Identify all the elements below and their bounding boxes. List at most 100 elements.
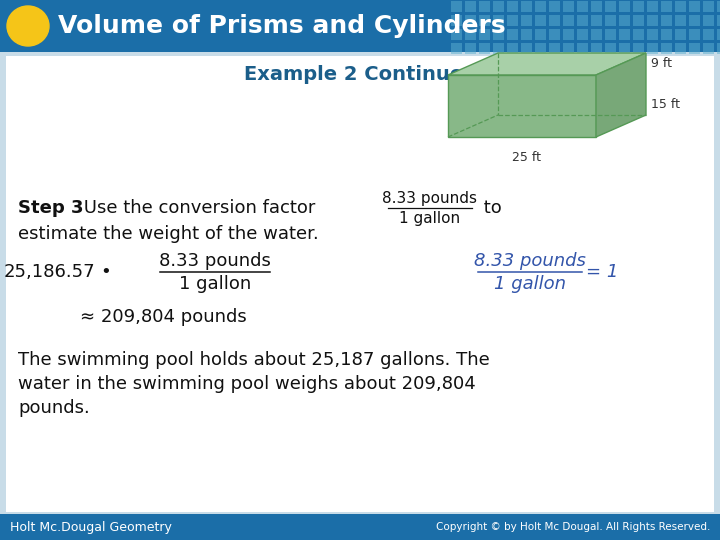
Text: ≈ 209,804 pounds: ≈ 209,804 pounds xyxy=(80,308,247,326)
FancyBboxPatch shape xyxy=(507,15,518,26)
FancyBboxPatch shape xyxy=(591,43,602,54)
FancyBboxPatch shape xyxy=(591,1,602,12)
FancyBboxPatch shape xyxy=(619,15,630,26)
FancyBboxPatch shape xyxy=(661,1,672,12)
FancyBboxPatch shape xyxy=(675,1,686,12)
FancyBboxPatch shape xyxy=(633,15,644,26)
FancyBboxPatch shape xyxy=(661,43,672,54)
Ellipse shape xyxy=(7,6,49,46)
Polygon shape xyxy=(448,75,596,137)
FancyBboxPatch shape xyxy=(507,43,518,54)
FancyBboxPatch shape xyxy=(549,29,560,40)
Text: Example 2 Continued: Example 2 Continued xyxy=(243,64,477,84)
FancyBboxPatch shape xyxy=(479,15,490,26)
FancyBboxPatch shape xyxy=(521,29,532,40)
FancyBboxPatch shape xyxy=(451,43,462,54)
FancyBboxPatch shape xyxy=(703,43,714,54)
FancyBboxPatch shape xyxy=(591,15,602,26)
FancyBboxPatch shape xyxy=(619,29,630,40)
Text: Copyright © by Holt Mc Dougal. All Rights Reserved.: Copyright © by Holt Mc Dougal. All Right… xyxy=(436,522,710,532)
FancyBboxPatch shape xyxy=(521,43,532,54)
FancyBboxPatch shape xyxy=(535,15,546,26)
FancyBboxPatch shape xyxy=(549,1,560,12)
FancyBboxPatch shape xyxy=(647,43,658,54)
FancyBboxPatch shape xyxy=(605,15,616,26)
FancyBboxPatch shape xyxy=(703,15,714,26)
FancyBboxPatch shape xyxy=(619,1,630,12)
Text: 25,186.57: 25,186.57 xyxy=(4,263,95,281)
FancyBboxPatch shape xyxy=(563,43,574,54)
FancyBboxPatch shape xyxy=(633,1,644,12)
FancyBboxPatch shape xyxy=(493,43,504,54)
Text: Holt Mc.Dougal Geometry: Holt Mc.Dougal Geometry xyxy=(10,521,172,534)
FancyBboxPatch shape xyxy=(647,29,658,40)
FancyBboxPatch shape xyxy=(563,29,574,40)
FancyBboxPatch shape xyxy=(661,29,672,40)
FancyBboxPatch shape xyxy=(451,29,462,40)
Text: 15 ft: 15 ft xyxy=(651,98,680,111)
FancyBboxPatch shape xyxy=(577,29,588,40)
FancyBboxPatch shape xyxy=(675,43,686,54)
FancyBboxPatch shape xyxy=(633,29,644,40)
FancyBboxPatch shape xyxy=(0,0,720,52)
Text: 1 gallon: 1 gallon xyxy=(400,211,461,226)
FancyBboxPatch shape xyxy=(535,29,546,40)
FancyBboxPatch shape xyxy=(717,29,720,40)
FancyBboxPatch shape xyxy=(703,29,714,40)
FancyBboxPatch shape xyxy=(465,43,476,54)
FancyBboxPatch shape xyxy=(465,29,476,40)
FancyBboxPatch shape xyxy=(6,56,714,512)
FancyBboxPatch shape xyxy=(493,15,504,26)
Text: 8.33 pounds: 8.33 pounds xyxy=(159,252,271,270)
Text: Use the conversion factor: Use the conversion factor xyxy=(78,199,315,217)
Text: •: • xyxy=(100,263,111,281)
Text: Volume of Prisms and Cylinders: Volume of Prisms and Cylinders xyxy=(58,14,505,38)
FancyBboxPatch shape xyxy=(549,15,560,26)
FancyBboxPatch shape xyxy=(0,52,720,540)
FancyBboxPatch shape xyxy=(675,29,686,40)
FancyBboxPatch shape xyxy=(717,1,720,12)
FancyBboxPatch shape xyxy=(689,15,700,26)
Text: to: to xyxy=(478,199,502,217)
FancyBboxPatch shape xyxy=(661,15,672,26)
Polygon shape xyxy=(448,53,646,75)
FancyBboxPatch shape xyxy=(563,15,574,26)
FancyBboxPatch shape xyxy=(563,1,574,12)
FancyBboxPatch shape xyxy=(451,1,462,12)
FancyBboxPatch shape xyxy=(507,1,518,12)
FancyBboxPatch shape xyxy=(605,43,616,54)
FancyBboxPatch shape xyxy=(521,1,532,12)
FancyBboxPatch shape xyxy=(451,15,462,26)
Text: 9 ft: 9 ft xyxy=(651,57,672,70)
FancyBboxPatch shape xyxy=(479,43,490,54)
FancyBboxPatch shape xyxy=(479,29,490,40)
FancyBboxPatch shape xyxy=(717,43,720,54)
FancyBboxPatch shape xyxy=(465,15,476,26)
FancyBboxPatch shape xyxy=(577,15,588,26)
FancyBboxPatch shape xyxy=(591,29,602,40)
FancyBboxPatch shape xyxy=(689,1,700,12)
FancyBboxPatch shape xyxy=(605,1,616,12)
FancyBboxPatch shape xyxy=(717,15,720,26)
FancyBboxPatch shape xyxy=(549,43,560,54)
FancyBboxPatch shape xyxy=(633,43,644,54)
FancyBboxPatch shape xyxy=(521,15,532,26)
Text: 8.33 pounds: 8.33 pounds xyxy=(474,252,586,270)
Text: The swimming pool holds about 25,187 gallons. The: The swimming pool holds about 25,187 gal… xyxy=(18,351,490,369)
FancyBboxPatch shape xyxy=(493,1,504,12)
Text: 1 gallon: 1 gallon xyxy=(179,275,251,293)
FancyBboxPatch shape xyxy=(647,1,658,12)
Text: 25 ft: 25 ft xyxy=(513,151,541,164)
Polygon shape xyxy=(596,53,646,137)
FancyBboxPatch shape xyxy=(0,514,720,540)
FancyBboxPatch shape xyxy=(577,1,588,12)
FancyBboxPatch shape xyxy=(605,29,616,40)
FancyBboxPatch shape xyxy=(619,43,630,54)
FancyBboxPatch shape xyxy=(493,29,504,40)
FancyBboxPatch shape xyxy=(465,1,476,12)
FancyBboxPatch shape xyxy=(647,15,658,26)
FancyBboxPatch shape xyxy=(577,43,588,54)
Text: 1 gallon: 1 gallon xyxy=(494,275,566,293)
FancyBboxPatch shape xyxy=(675,15,686,26)
FancyBboxPatch shape xyxy=(479,1,490,12)
